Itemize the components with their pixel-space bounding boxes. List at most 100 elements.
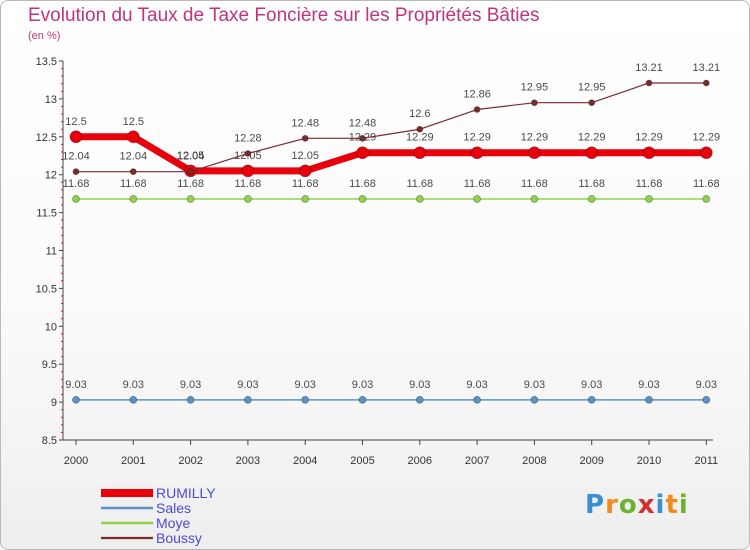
data-point-moye [243,195,252,203]
legend-label-boussy: Boussy [156,530,202,546]
y-tick-label: 8.5 [42,435,57,447]
data-point-sales [473,395,482,404]
chart-title: Evolution du Taux de Taxe Foncière sur l… [28,5,540,26]
data-point-rumilly [241,164,255,178]
data-label-rumilly: 12.05 [291,150,319,162]
data-label-moye: 11.68 [120,178,147,190]
data-point-moye [473,195,482,203]
data-point-moye [358,195,367,203]
data-point-rumilly [356,146,369,160]
data-label-moye: 11.68 [177,178,204,190]
data-point-rumilly [699,146,713,160]
data-point-moye [186,195,195,203]
data-point-boussy [588,99,596,107]
y-tick-label: 12.5 [36,132,57,144]
series-line-boussy [76,82,707,173]
data-point-moye [530,195,539,203]
series-layer: 9.03 9.03 9.03 9.03 9.03 9.03 9.03 9.03 9.03 9.03… [62,62,721,404]
data-label-sales: 9.03 [696,379,717,391]
data-label-sales: 9.03 [352,379,373,391]
data-point-boussy [473,106,481,113]
axes: 8.5 9 9.5 10 10.5 11 11.5 12 12.5 13 13.5 2000 2001 2… [36,56,719,467]
data-point-rumilly [585,146,599,160]
x-tick-label: 2005 [350,455,374,467]
chart-subtitle: (en %) [28,30,61,42]
data-label-sales: 9.03 [65,379,86,391]
data-point-boussy [531,99,538,107]
data-label-rumilly: 12.29 [635,132,663,144]
data-label-moye: 11.68 [636,178,663,190]
x-tick-label: 2010 [637,455,661,467]
data-point-rumilly [126,130,140,144]
x-tick-label: 2000 [64,455,88,467]
data-point-moye [301,195,310,203]
data-point-rumilly [470,146,484,160]
x-tick-label: 2002 [178,455,202,467]
x-tick-label: 2001 [121,455,145,467]
data-label-sales: 9.03 [638,379,659,391]
data-point-moye [645,195,653,203]
data-label-rumilly: 12.29 [693,132,721,144]
data-label-boussy: 12.04 [62,151,90,163]
data-label-rumilly: 12.5 [65,116,86,128]
data-point-rumilly [642,146,656,160]
data-point-boussy [645,79,653,87]
x-tick-label: 2009 [579,455,603,467]
data-point-sales [186,395,195,404]
data-point-boussy [359,134,366,142]
y-tick-label: 11 [46,246,57,258]
data-label-moye: 11.68 [578,178,605,190]
data-point-moye [72,195,80,203]
x-tick-label: 2008 [522,455,546,467]
data-point-moye [415,195,424,203]
x-tick-label: 2003 [236,455,260,467]
data-label-rumilly: 12.5 [123,116,144,128]
data-point-moye [129,195,138,203]
proxiti-logo: Proxiti [585,490,689,520]
y-tick-label: 13 [45,94,57,106]
data-label-boussy: 12.95 [578,82,606,94]
data-point-sales [301,395,310,404]
data-point-boussy [416,125,424,133]
x-tick-label: 2006 [408,455,432,467]
data-point-boussy [301,134,309,142]
data-point-rumilly [298,164,312,178]
data-point-sales [645,395,653,404]
data-label-sales: 9.03 [409,379,430,391]
data-label-boussy: 12.04 [177,151,205,163]
data-point-rumilly [528,146,541,160]
data-point-sales [530,395,539,404]
data-label-boussy: 12.48 [291,117,319,129]
data-label-moye: 11.68 [235,178,262,190]
data-point-boussy [129,168,137,176]
data-point-moye [587,195,596,203]
data-label-moye: 11.68 [693,178,720,190]
data-point-boussy [244,150,252,157]
data-label-moye: 11.68 [521,178,548,190]
data-point-sales [702,395,711,404]
y-tick-label: 13.5 [36,56,57,68]
data-label-sales: 9.03 [294,379,315,391]
data-point-boussy [187,168,195,176]
data-label-rumilly: 12.29 [578,132,606,144]
data-point-boussy [72,168,80,176]
data-point-sales [129,395,138,404]
data-point-rumilly [413,146,427,160]
data-point-rumilly [69,130,83,144]
data-label-boussy: 12.6 [409,108,430,120]
data-label-moye: 11.68 [349,178,376,190]
data-point-sales [415,395,424,404]
legend-label-moye: Moye [156,515,190,531]
data-point-sales [358,395,367,404]
data-label-rumilly: 12.05 [177,150,205,162]
data-label-boussy: 12.86 [463,89,491,101]
y-tick-label: 12 [45,170,57,182]
data-label-sales: 9.03 [180,379,201,391]
y-tick-label: 9.5 [42,359,57,371]
data-label-rumilly: 12.29 [463,132,491,144]
data-label-sales: 9.03 [123,379,144,391]
x-tick-label: 2007 [465,455,489,467]
data-label-boussy: 13.21 [693,62,721,74]
